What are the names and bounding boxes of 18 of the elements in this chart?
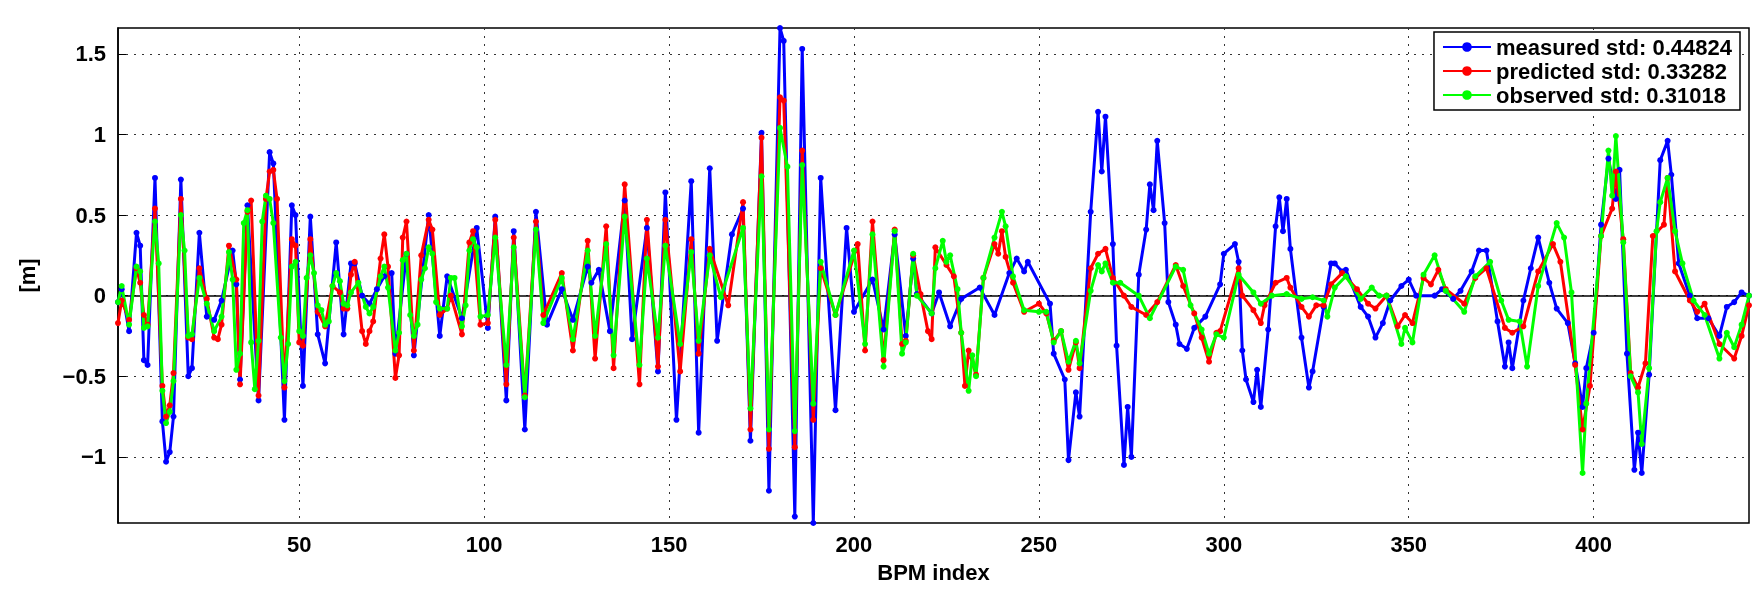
y-axis-title: [m] — [14, 258, 40, 293]
x-tick-label: 150 — [650, 531, 688, 557]
x-axis-title: BPM index — [877, 559, 991, 585]
y-tick-label: 0 — [93, 283, 106, 309]
y-tick-label: 1 — [93, 121, 106, 147]
x-tick-label: 300 — [1205, 531, 1243, 557]
y-tick-label: −0.5 — [62, 363, 106, 389]
legend-label: predicted std: 0.33282 — [1495, 58, 1728, 84]
x-tick-label: 250 — [1020, 531, 1058, 557]
x-tick-label: 50 — [286, 531, 312, 557]
x-tick-label: 350 — [1390, 531, 1428, 557]
x-tick-label: 100 — [465, 531, 503, 557]
y-tick-label: 0.5 — [75, 202, 106, 228]
legend-label: measured std: 0.44824 — [1495, 34, 1733, 60]
x-tick-label: 200 — [835, 531, 873, 557]
y-tick-label: 1.5 — [75, 41, 106, 67]
y-tick-label: −1 — [80, 444, 106, 470]
x-tick-label: 400 — [1575, 531, 1613, 557]
